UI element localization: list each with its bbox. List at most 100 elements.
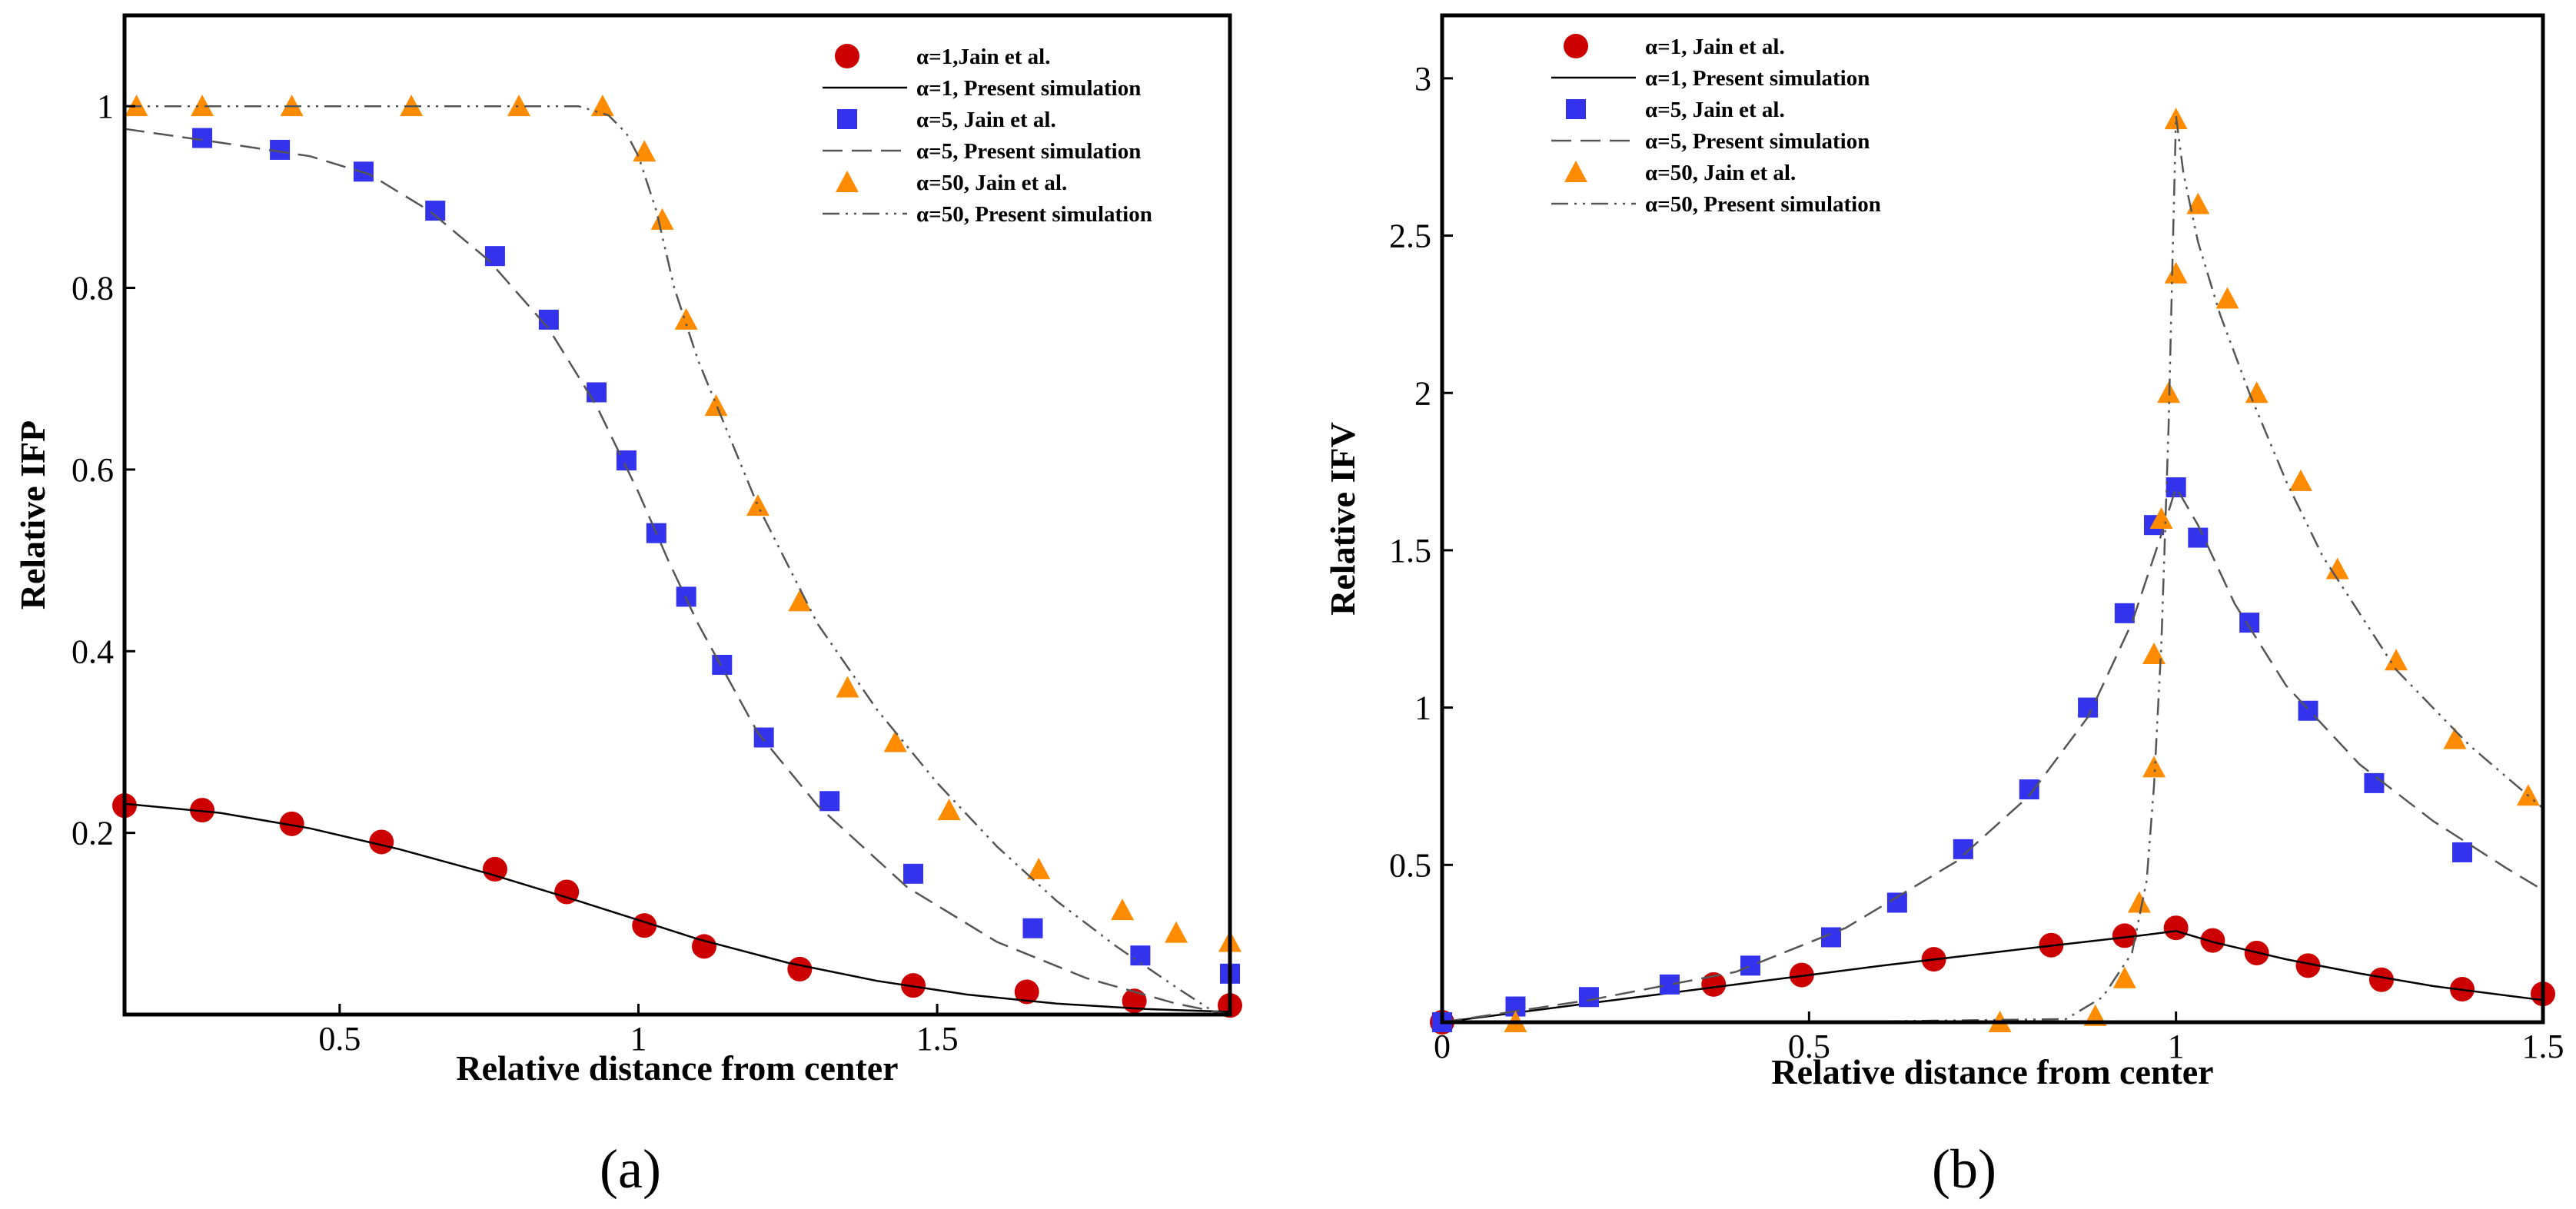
panel-a-y-tick-label: 0.4 <box>71 633 114 670</box>
panel-a-x-tick-label: 1 <box>630 1020 646 1058</box>
panel-b-plot-frame <box>1440 13 2545 1025</box>
panel-b-series-2-point <box>2078 697 2099 718</box>
panel-b-x-tick-label: 0 <box>1434 1028 1451 1065</box>
panel-a-series-4-point <box>788 590 812 612</box>
panel-b-x-tick-label: 1 <box>2168 1028 2185 1065</box>
panel-b-series-0-point <box>2112 923 2137 948</box>
panel-a-series-4-point <box>650 208 674 230</box>
panel-b-series-0-point <box>1701 972 1727 997</box>
panel-b-legend-swatch-4 <box>1564 161 1587 182</box>
panel-b-legend-label-4: α=50, Jain et al. <box>1645 161 1796 185</box>
panel-b-series-2-point <box>2451 842 2472 862</box>
panel-b-series-2-point <box>2188 527 2209 548</box>
panel-a-y-tick-label: 1 <box>97 88 114 125</box>
panel-b-series-2-point <box>1740 955 1760 976</box>
panel-b-series-3-line <box>1441 485 2544 1024</box>
panel-a-series-2-point <box>1022 918 1043 938</box>
panel-b-x-axis-title: Relative distance from center <box>1771 1052 2213 1091</box>
panel-a-series-2-point <box>484 246 505 267</box>
panel-a-y-axis-title: Relative IFP <box>13 420 52 610</box>
panel-b-series-4-point <box>2385 649 2408 671</box>
panel-b-series-2-point <box>2239 613 2260 633</box>
panel-a-series-0-point <box>482 856 507 882</box>
panel-a-series-4-point <box>191 95 214 117</box>
panel-a-series-2-point <box>1130 945 1151 966</box>
panel-b-series-4-point <box>2288 469 2312 491</box>
panel-a-series-2-point <box>712 655 733 675</box>
panel-a-y-tick-label: 0.6 <box>71 451 114 489</box>
panel-b-series-1-line <box>1441 930 2544 1024</box>
panel-a-series-0-point <box>554 879 580 905</box>
panel-b-legend-label-1: α=1, Present simulation <box>1645 66 1870 91</box>
panel-a-plot-frame <box>122 13 1232 1017</box>
panel-b-series <box>1430 108 2555 1035</box>
panel-a-legend: α=1,Jain et al. α=1, Present simulation α=… <box>823 44 1152 227</box>
panel-b-series-2-point <box>1659 974 1680 995</box>
panel-a-series-4-point <box>704 394 728 417</box>
panel-a-x-axis-title: Relative distance from center <box>456 1048 898 1088</box>
panel-b-series-4-point <box>2443 727 2467 749</box>
panel-b-series-2-point <box>2166 477 2186 498</box>
panel-a-series <box>112 95 1242 1018</box>
panel-b-series-4-point <box>2142 756 2166 778</box>
panel-b-y-axis-title: Relative IFV <box>1323 422 1362 616</box>
panel-a-series-4-point <box>883 730 907 752</box>
panel-a-series-4-point <box>1111 898 1135 921</box>
panel-a-series-4-point <box>1027 857 1051 879</box>
panel-b-legend: α=1, Jain et al. α=1, Present simulation α… <box>1551 34 1881 217</box>
panel-b-y-tick-label: 0.5 <box>1389 846 1431 884</box>
panel-b-series-0-point <box>2163 915 2189 941</box>
panel-b-legend-swatch-2 <box>1566 99 1586 119</box>
panel-b-legend-label-3: α=5, Present simulation <box>1645 129 1870 154</box>
panel-b-series-4-point <box>2186 192 2210 214</box>
panel-b-x-tick-label: 1.5 <box>2522 1028 2564 1065</box>
panel-a-series-4-point <box>937 799 961 821</box>
panel-b-series-2-point <box>2364 772 2385 793</box>
panel-b-y-tick-label: 3 <box>1414 60 1431 98</box>
panel-a-x-tick-label: 1.5 <box>916 1020 959 1058</box>
panel-a-legend-label-2: α=5, Jain et al. <box>916 108 1056 132</box>
panel-a-series-0-point <box>1014 979 1039 1005</box>
panel-b-legend-label-5: α=50, Present simulation <box>1645 192 1881 217</box>
panel-b-series-4-point <box>2164 261 2188 284</box>
panel-a-series-4-point <box>1165 921 1188 943</box>
panel-b-chart: 0 0.5 1 1.50.511.522.53 α=1, Jain et al.α=1… <box>1323 13 2564 1200</box>
panel-a-y-tick-label: 0.8 <box>71 270 114 307</box>
panel-a-series-0-point <box>279 811 304 836</box>
panel-a-ticks: 0.5 1 1.5 0.2 0.4 0.6 0.8 1 <box>71 88 959 1058</box>
panel-a-series-0-point <box>787 956 813 981</box>
panel-a-series-0-point <box>190 798 215 823</box>
panel-b-series-5-line <box>1442 115 2544 1024</box>
panel-b-legend-label-2: α=5, Jain et al. <box>1645 98 1785 122</box>
panel-b-ticks: 0 0.5 1 1.5 0.5 1 1.5 2 2.5 3 <box>1389 60 2564 1065</box>
panel-a-legend-label-0: α=1,Jain et al. <box>916 45 1050 69</box>
panel-a-label: (a) <box>600 1138 661 1200</box>
panel-a-series-4-point <box>507 95 531 117</box>
panel-a-y-tick-label: 0.2 <box>71 815 114 852</box>
panel-b-series-4-point <box>2215 287 2239 309</box>
panel-a-series-4-point <box>633 140 656 162</box>
panel-b-legend-label-0: α=1, Jain et al. <box>1645 35 1785 59</box>
panel-b-series-4-point <box>2127 891 2151 913</box>
panel-b-series-4-point <box>2149 507 2173 529</box>
panel-a-legend-label-4: α=50, Jain et al. <box>916 171 1067 195</box>
panel-a-series-4-point <box>836 676 859 698</box>
panel-a-series-2-point <box>903 863 924 884</box>
panel-a-chart: 0.5 1 1.50.20.40.60.81 α=1,Jain et al.α=1,… <box>13 13 1242 1200</box>
panel-b-series-2-point <box>1886 892 1907 913</box>
panel-a-legend-label-5: α=50, Present simulation <box>916 202 1152 227</box>
panel-a-series-0-point <box>691 934 716 959</box>
panel-a-series-4-point <box>746 494 769 516</box>
panel-b-x-tick-label: 0.5 <box>1788 1028 1830 1065</box>
panel-a-series-1-line <box>124 802 1231 1013</box>
panel-b-y-tick-label: 1.5 <box>1389 532 1431 570</box>
panel-b-legend-swatch-0 <box>1564 34 1588 58</box>
panel-b-label: (b) <box>1932 1138 1996 1200</box>
panel-a-legend-swatch-0 <box>835 44 859 68</box>
panel-b-series-4-point <box>2112 966 2136 988</box>
panel-a-series-0-point <box>369 829 394 855</box>
panel-b-series-0-point <box>2200 928 2225 953</box>
panel-a-series-4-point <box>590 95 614 117</box>
panel-a-series-2-point <box>192 128 213 148</box>
